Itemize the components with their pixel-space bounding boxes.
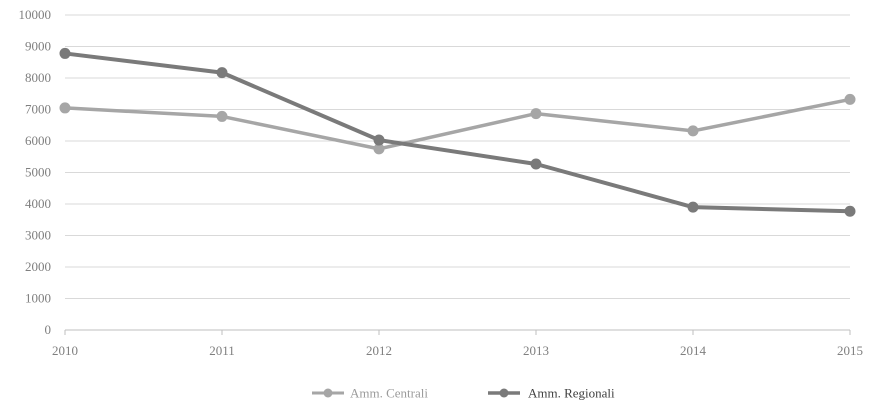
data-point-series-1	[373, 143, 385, 155]
y-tick-label: 6000	[25, 133, 51, 148]
x-tick-label: 2012	[366, 343, 392, 358]
legend: Amm. Centrali Amm. Regionali	[312, 386, 615, 401]
y-tick-label: 8000	[25, 70, 51, 85]
data-point-series-1	[59, 102, 71, 114]
x-tick-label: 2014	[680, 343, 707, 358]
data-point-series-2	[687, 201, 699, 213]
data-point-series-2	[844, 205, 856, 217]
y-tick-label: 7000	[25, 102, 51, 117]
x-tick-label: 2010	[52, 343, 78, 358]
series-layer	[59, 47, 856, 217]
legend-label-2: Amm. Regionali	[528, 386, 615, 401]
x-axis: 2010 2011 2012 2013 2014 2015	[52, 330, 863, 358]
legend-marker-1	[323, 388, 333, 398]
data-point-series-1	[687, 125, 699, 137]
data-point-series-2	[530, 158, 542, 170]
data-point-series-1	[844, 93, 856, 105]
y-tick-label: 2000	[25, 259, 51, 274]
legend-label-1: Amm. Centrali	[350, 386, 428, 401]
series-line-1	[63, 97, 852, 151]
data-point-series-2	[59, 47, 71, 59]
x-tick-label: 2011	[209, 343, 235, 358]
x-tick-label: 2015	[837, 343, 863, 358]
data-point-series-2	[216, 67, 228, 79]
y-tick-label: 0	[45, 322, 52, 337]
y-tick-label: 3000	[25, 228, 51, 243]
data-point-series-1	[530, 108, 542, 120]
data-point-series-1	[216, 110, 228, 122]
series-line-2	[63, 51, 852, 214]
data-point-series-2	[373, 134, 385, 146]
gridlines	[65, 14, 850, 331]
y-tick-label: 5000	[25, 165, 51, 180]
legend-marker-2	[499, 388, 509, 398]
y-tick-label: 9000	[25, 39, 51, 54]
y-axis: 0 1000 2000 3000 4000 5000 6000 7000 8000 9000 100…	[19, 7, 52, 337]
x-tick-label: 2013	[523, 343, 549, 358]
y-tick-label: 10000	[19, 7, 52, 22]
y-tick-label: 1000	[25, 291, 51, 306]
y-tick-label: 4000	[25, 196, 51, 211]
